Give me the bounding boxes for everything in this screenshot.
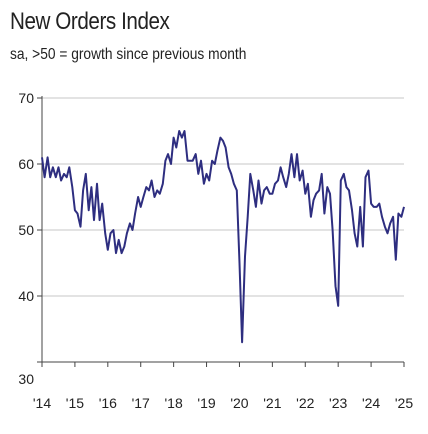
y-tick-label: 40 <box>18 288 34 304</box>
chart-subtitle: sa, >50 = growth since previous month <box>10 46 247 63</box>
x-tick-label: '17 <box>132 395 150 411</box>
x-tick-label: '18 <box>165 395 183 411</box>
x-tick-label: '19 <box>197 395 215 411</box>
y-tick-label: 70 <box>18 90 34 106</box>
x-tick-label: '20 <box>230 395 248 411</box>
x-tick-label: '14 <box>33 395 51 411</box>
y-tick-label: 30 <box>18 371 34 387</box>
y-tick-label: 60 <box>18 156 34 172</box>
x-tick-label: '22 <box>296 395 314 411</box>
chart-title: New Orders Index <box>10 8 170 35</box>
x-tick-label: '23 <box>329 395 347 411</box>
x-tick-label: '25 <box>395 395 413 411</box>
x-tick-label: '15 <box>66 395 84 411</box>
x-tick-label: '16 <box>99 395 117 411</box>
y-tick-label: 50 <box>18 222 34 238</box>
series-line <box>41 130 405 344</box>
x-tick-label: '24 <box>362 395 380 411</box>
x-tick-label: '21 <box>263 395 281 411</box>
